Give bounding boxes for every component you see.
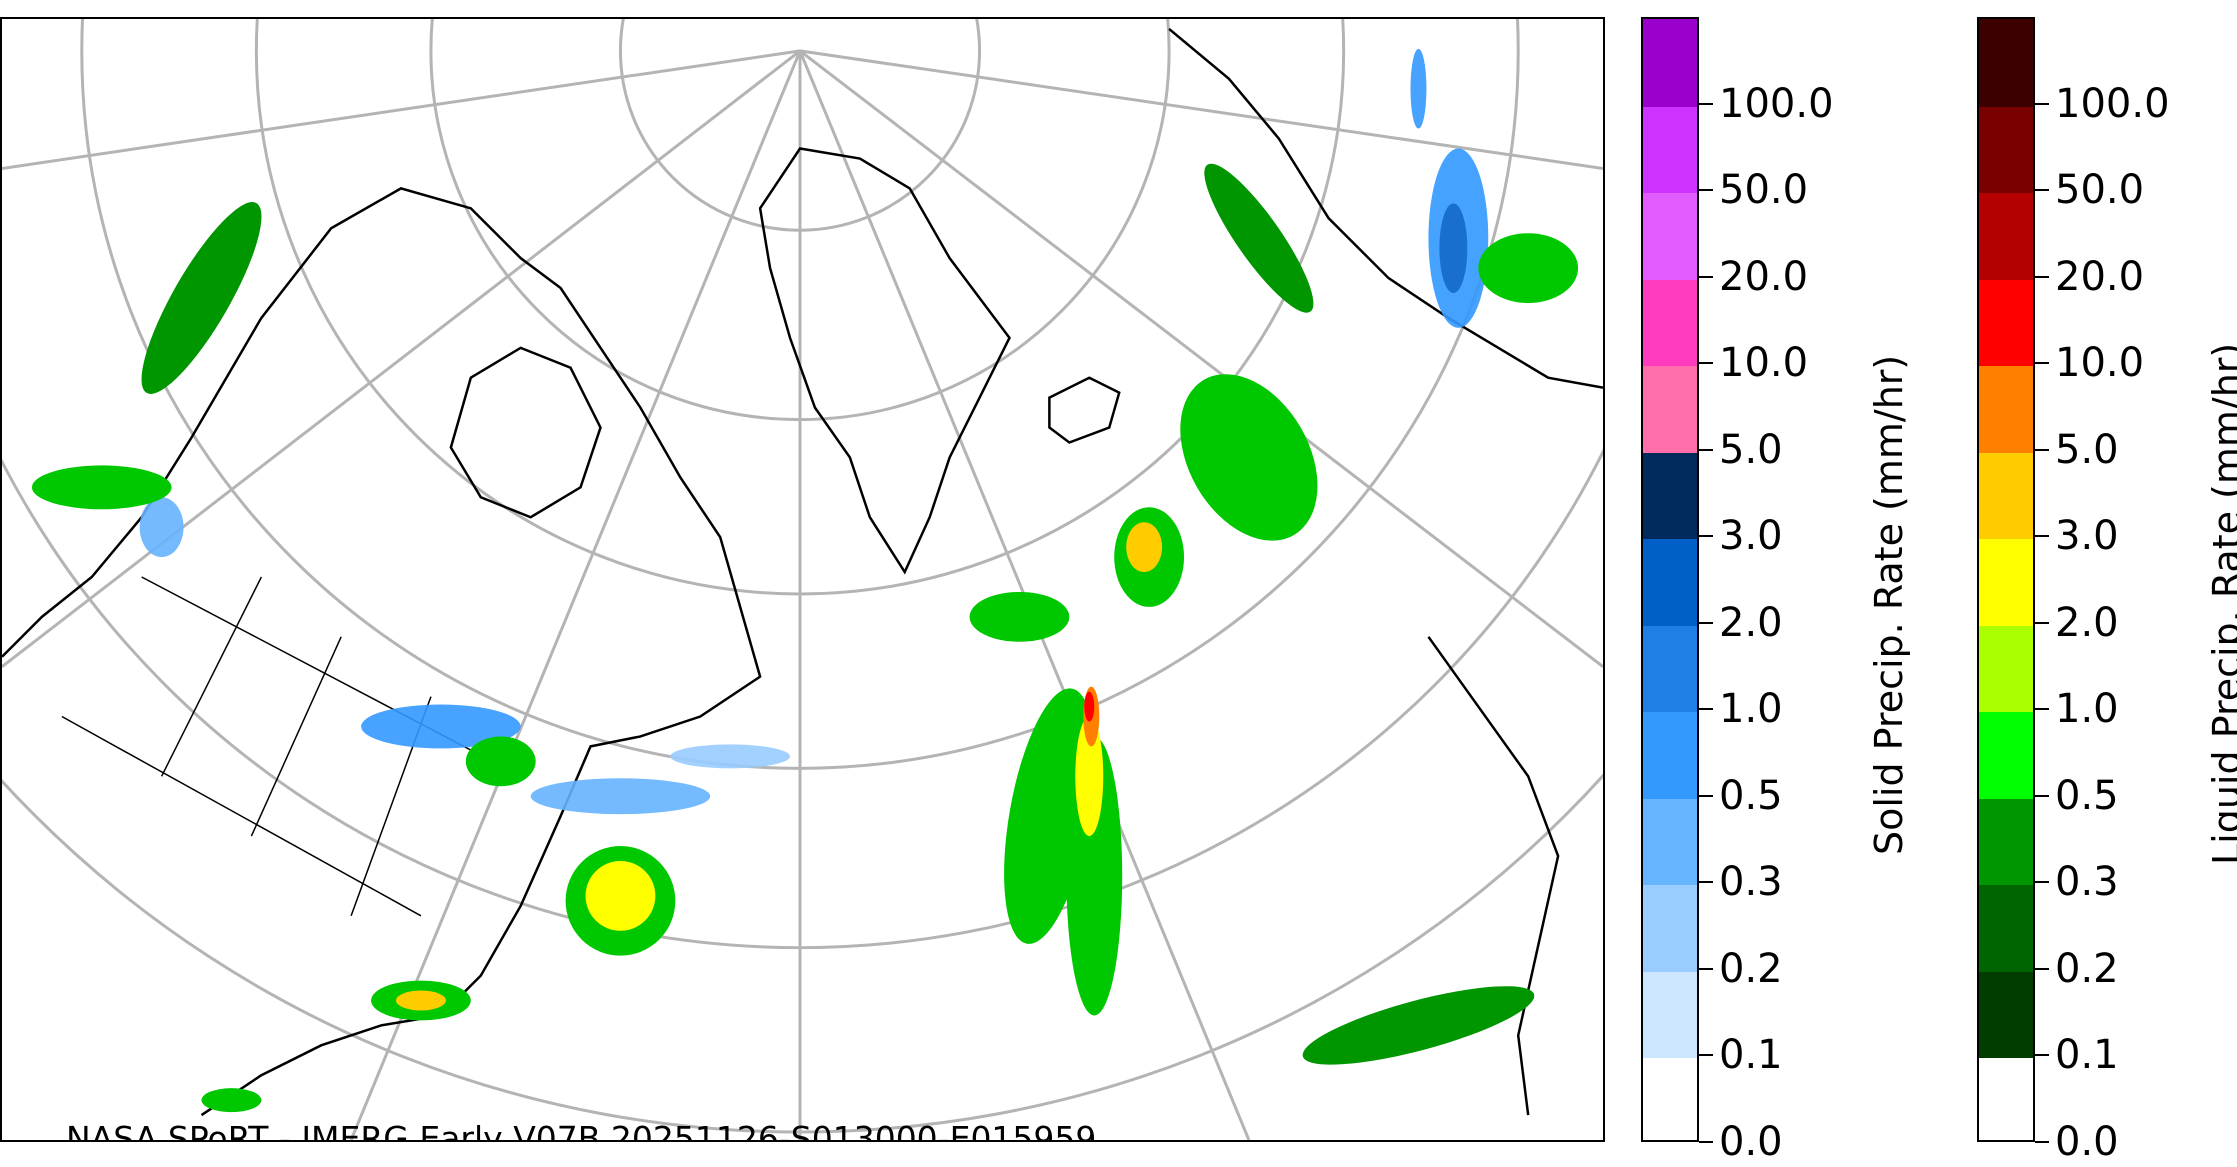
liquid-precip-tick-label: 10.0 — [2055, 340, 2145, 387]
solid-precip-tick-label: 3.0 — [1719, 513, 1783, 560]
liquid-precip-tick-label: 20.0 — [2055, 253, 2145, 300]
liquid-precip-color-segment — [1979, 711, 2033, 799]
solid-precip-colorbar — [1641, 17, 1699, 1142]
liquid-precip-color-segment — [1979, 884, 2033, 972]
solid-precip-color-segment — [1643, 1057, 1697, 1140]
map-canvas — [2, 19, 1603, 1140]
solid-precip-tick-mark — [1699, 535, 1713, 538]
solid-precip-color-segment — [1643, 451, 1697, 540]
solid-precip-areas — [139, 48, 1489, 815]
coastline-north-america — [2, 187, 762, 1117]
solid-precip-tick-mark — [1699, 275, 1713, 278]
solid-precip-tick-label: 0.1 — [1719, 1032, 1783, 1079]
liquid-precip-color-segment — [1979, 278, 2033, 367]
liquid-precip-tick-mark — [2035, 362, 2049, 365]
liquid-precip-tick-mark — [2035, 448, 2049, 451]
liquid-precip-tick-mark — [2035, 708, 2049, 711]
liquid-precip-tick-mark — [2035, 794, 2049, 797]
solid-precip-color-segment — [1643, 538, 1697, 626]
liquid-precip-tick-label: 5.0 — [2055, 426, 2119, 473]
liquid-precip-tick-label: 0.2 — [2055, 945, 2119, 992]
solid-precip-tick-label: 20.0 — [1719, 253, 1809, 300]
liquid-precip-color-segment — [1979, 970, 2033, 1059]
liquid-precip-tick-mark — [2035, 102, 2049, 105]
solid-precip-tick-mark — [1699, 881, 1713, 884]
graticule-parallels — [2, 19, 1603, 1134]
liquid-precip-tick-label: 1.0 — [2055, 686, 2119, 733]
liquid-precip-color-segment — [1979, 797, 2033, 886]
solid-precip-color-segment — [1643, 884, 1697, 972]
liquid-precip-tick-label: 0.1 — [2055, 1032, 2119, 1079]
liquid-precip-color-segment — [1979, 451, 2033, 540]
liquid-precip-color-segment — [1979, 1057, 2033, 1140]
solid-precip-color-segment — [1643, 711, 1697, 799]
solid-precip-tick-label: 10.0 — [1719, 340, 1809, 387]
liquid-precip-tick-label: 100.0 — [2055, 80, 2170, 127]
graticule-meridians — [2, 49, 1603, 1140]
solid-precip-tick-label: 1.0 — [1719, 686, 1783, 733]
liquid-precip-tick-label: 0.5 — [2055, 772, 2119, 819]
solid-precip-color-segment — [1643, 797, 1697, 886]
coastline-iceland — [1048, 376, 1121, 444]
liquid-precip-color-segment — [1979, 105, 2033, 194]
solid-precip-tick-mark — [1699, 794, 1713, 797]
coastline-europe — [1168, 28, 1603, 389]
precipitation-map: NASA SPoRT - IMERG Early V07B 20251126-S… — [0, 17, 1605, 1142]
solid-precip-color-segment — [1643, 278, 1697, 367]
liquid-precip-tick-label: 50.0 — [2055, 167, 2145, 214]
solid-precip-tick-label: 0.2 — [1719, 945, 1783, 992]
solid-precip-color-segment — [1643, 19, 1697, 107]
solid-precip-color-segment — [1643, 192, 1697, 280]
map-caption: NASA SPoRT - IMERG Early V07B 20251126-S… — [66, 1119, 1097, 1142]
liquid-precip-color-segment — [1979, 19, 2033, 107]
solid-precip-tick-mark — [1699, 189, 1713, 192]
solid-precip-tick-mark — [1699, 362, 1713, 365]
liquid-precip-tick-label: 2.0 — [2055, 599, 2119, 646]
solid-precip-color-segment — [1643, 365, 1697, 453]
solid-precip-tick-label: 100.0 — [1719, 80, 1834, 127]
liquid-precip-tick-mark — [2035, 621, 2049, 624]
liquid-precip-color-segment — [1979, 192, 2033, 280]
solid-precip-tick-label: 2.0 — [1719, 599, 1783, 646]
coastlines — [2, 28, 1603, 1117]
coastline-greenland — [758, 147, 1011, 575]
solid-precip-tick-label: 0.5 — [1719, 772, 1783, 819]
solid-precip-color-segment — [1643, 105, 1697, 194]
liquid-precip-tick-label: 3.0 — [2055, 513, 2119, 560]
solid-precip-color-segment — [1643, 624, 1697, 713]
liquid-precip-tick-mark — [2035, 1141, 2049, 1143]
liquid-precip-colorbar-title: Liquid Precip. Rate (mm/hr) — [2205, 342, 2237, 865]
solid-precip-color-segment — [1643, 970, 1697, 1059]
liquid-precip-tick-label: 0.0 — [2055, 1119, 2119, 1165]
liquid-precip-tick-mark — [2035, 275, 2049, 278]
liquid-precip-tick-mark — [2035, 535, 2049, 538]
solid-precip-tick-mark — [1699, 102, 1713, 105]
solid-precip-tick-mark — [1699, 1141, 1713, 1143]
solid-precip-tick-mark — [1699, 448, 1713, 451]
liquid-precip-tick-mark — [2035, 189, 2049, 192]
liquid-precip-colorbar — [1977, 17, 2035, 1142]
solid-precip-tick-mark — [1699, 1054, 1713, 1057]
liquid-precip-tick-mark — [2035, 967, 2049, 970]
liquid-precip-color-segment — [1979, 538, 2033, 626]
solid-precip-tick-label: 5.0 — [1719, 426, 1783, 473]
solid-precip-tick-label: 0.3 — [1719, 859, 1783, 906]
liquid-precip-color-segment — [1979, 624, 2033, 713]
solid-precip-tick-label: 0.0 — [1719, 1119, 1783, 1165]
solid-precip-colorbar-title: Solid Precip. Rate (mm/hr) — [1867, 354, 1911, 855]
liquid-precip-areas — [31, 163, 1579, 1113]
liquid-precip-color-segment — [1979, 365, 2033, 453]
solid-precip-tick-label: 50.0 — [1719, 167, 1809, 214]
coastline-africa — [1427, 636, 1560, 1116]
liquid-precip-tick-mark — [2035, 1054, 2049, 1057]
coastline-hudson-bay — [449, 346, 602, 519]
solid-precip-tick-mark — [1699, 708, 1713, 711]
solid-precip-tick-mark — [1699, 967, 1713, 970]
liquid-precip-tick-mark — [2035, 881, 2049, 884]
liquid-precip-tick-label: 0.3 — [2055, 859, 2119, 906]
solid-precip-tick-mark — [1699, 621, 1713, 624]
